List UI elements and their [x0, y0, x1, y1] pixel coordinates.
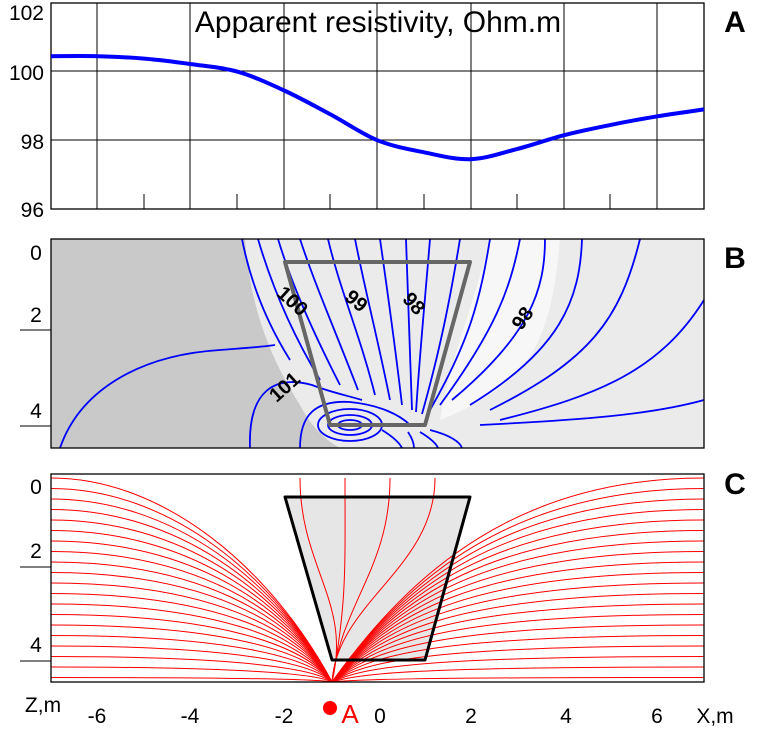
contour-line	[299, 238, 359, 391]
contour-line	[451, 238, 546, 401]
contour-line	[379, 238, 403, 406]
body-outline-b	[283, 260, 472, 427]
streamline	[331, 603, 705, 683]
panel-c-frame	[50, 473, 705, 683]
streamline	[50, 551, 333, 683]
resistivity-curve	[50, 54, 705, 162]
panel-c: 0 2 4 C Z,m -6 -4 -2 0 2 4 6 X,m A	[20, 468, 746, 729]
streamline	[331, 666, 705, 683]
contour-line	[419, 431, 439, 449]
streamline	[50, 582, 333, 683]
streamline	[331, 614, 705, 683]
streamline	[331, 593, 705, 683]
ytick-label: 0	[30, 242, 42, 265]
contour-line	[429, 429, 463, 449]
contour-line	[469, 238, 583, 406]
streamline	[50, 645, 333, 683]
streamline	[50, 624, 333, 683]
contour-line	[489, 238, 641, 411]
current-source-label: A	[341, 699, 359, 729]
streamline	[331, 677, 705, 683]
streamline	[331, 551, 705, 683]
streamline	[331, 561, 705, 683]
ytick-label: 100	[9, 62, 44, 85]
streamline	[331, 656, 705, 683]
panel-a-title: Apparent resistivity, Ohm.m	[195, 6, 561, 39]
panel-b-frame	[50, 238, 705, 449]
contour-line	[439, 238, 521, 406]
ytick-label: 0	[30, 476, 42, 499]
panel-b-yticks: 0 2 4	[20, 242, 51, 427]
xtick-label: -2	[275, 705, 294, 728]
ytick-label: 96	[21, 199, 44, 222]
streamline	[50, 656, 333, 683]
contour-lines	[59, 238, 705, 449]
contour-line	[249, 381, 363, 449]
streamline	[50, 603, 333, 683]
contour-line	[479, 399, 705, 426]
streamline	[50, 572, 333, 683]
panel-a-grid	[51, 3, 704, 209]
contour-line	[277, 238, 341, 386]
xtick-label: 4	[560, 705, 572, 728]
xtick-label: 0	[374, 705, 386, 728]
streamline	[331, 540, 705, 683]
streamline	[50, 666, 333, 683]
contour-line	[354, 238, 391, 401]
streamlines	[50, 477, 705, 683]
contour-line	[299, 401, 411, 449]
panel-b: 100 99 98 98 101 0 2 4 B	[20, 238, 746, 449]
xtick-label: 2	[465, 705, 477, 728]
panel-a-yticks: 102 100 98 96	[9, 2, 44, 222]
contour-line	[429, 238, 491, 411]
streamline	[50, 635, 333, 683]
contour-line	[407, 431, 415, 449]
streamline	[331, 509, 705, 683]
streamline	[331, 477, 705, 683]
ytick-label: 2	[30, 304, 42, 327]
x-axis: Z,m -6 -4 -2 0 2 4 6 X,m A	[25, 694, 734, 729]
streamline	[331, 624, 705, 683]
panel-c-yticks: 0 2 4	[20, 476, 51, 662]
xtick-label: -4	[181, 705, 200, 728]
streamline	[50, 677, 333, 683]
ytick-label: 4	[30, 400, 42, 423]
ytick-label: 98	[21, 131, 44, 154]
contour-line	[499, 299, 705, 421]
streamline	[331, 488, 705, 683]
contour-line	[327, 238, 376, 396]
panel-a: Apparent resistivity, Ohm.m 102 100 98 9…	[9, 2, 746, 222]
contour-line	[257, 238, 321, 381]
panel-a-letter: A	[724, 6, 746, 39]
streamline	[50, 593, 333, 683]
body-outline-c	[283, 495, 472, 662]
panel-b-letter: B	[724, 242, 746, 275]
streamline	[50, 614, 333, 683]
contour-line	[381, 429, 403, 449]
ylabel: Z,m	[25, 694, 61, 717]
xtick-label: -6	[88, 705, 107, 728]
ytick-label: 102	[9, 2, 44, 25]
xtick-label: 6	[651, 705, 663, 728]
streamline	[50, 561, 333, 683]
streamline	[331, 477, 391, 683]
streamline	[331, 572, 705, 683]
ytick-label: 2	[30, 540, 42, 563]
xlabel: X,m	[696, 705, 733, 728]
streamline	[331, 530, 705, 683]
streamline	[331, 477, 436, 683]
contour-line	[241, 238, 291, 361]
contour-line	[59, 344, 276, 449]
panel-b-high-zone	[51, 239, 340, 448]
ytick-label: 4	[30, 634, 42, 657]
streamline	[331, 519, 705, 683]
current-source-marker	[323, 701, 337, 715]
streamline	[331, 498, 705, 683]
panel-c-letter: C	[724, 468, 746, 501]
